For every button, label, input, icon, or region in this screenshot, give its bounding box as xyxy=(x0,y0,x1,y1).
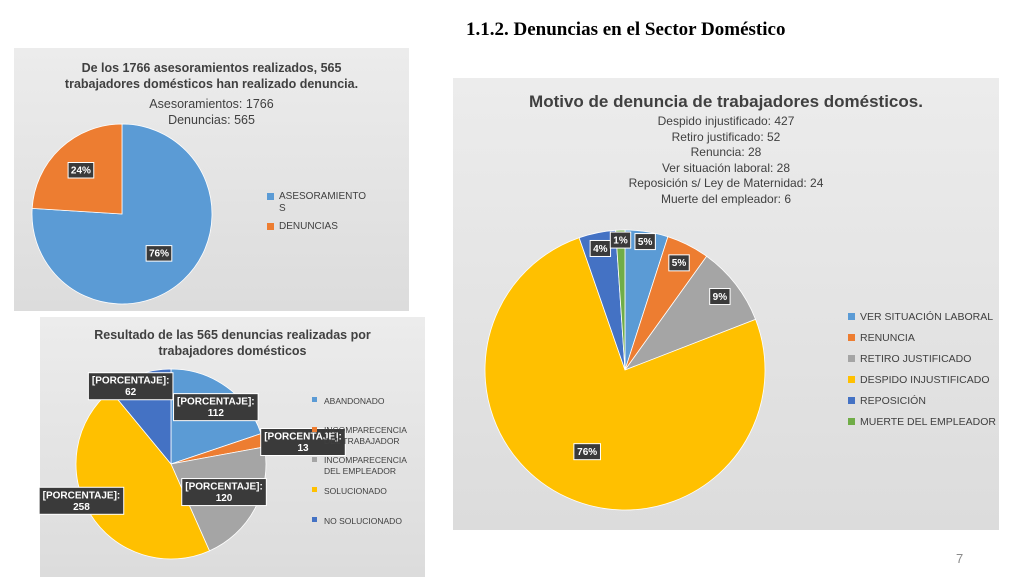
svg-text:24%: 24% xyxy=(71,165,91,176)
chart-3-legend: VER SITUACIÓN LABORAL RENUNCIA RETIRO JU… xyxy=(848,311,998,428)
chart-1-subtitle-1: Asesoramientos: 1766 xyxy=(149,97,274,111)
page-number: 7 xyxy=(956,551,964,566)
chart-2-data-label-4: [PORCENTAJE]:62 xyxy=(87,372,174,401)
legend-label: DESPIDO INJUSTIFICADO xyxy=(860,374,990,386)
legend-item-denuncias: DENUNCIAS xyxy=(267,221,372,233)
svg-text:120: 120 xyxy=(216,493,233,504)
svg-text:258: 258 xyxy=(73,502,90,513)
svg-text:76%: 76% xyxy=(577,447,597,458)
legend-item-ver-situacion-laboral: VER SITUACIÓN LABORAL xyxy=(848,311,998,332)
chart-3-data-label-3: 76% xyxy=(573,443,601,461)
legend-item-no-solucionado: NO SOLUCIONADO xyxy=(312,515,424,527)
legend-swatch xyxy=(848,355,855,362)
legend-swatch xyxy=(312,457,317,462)
chart-3-subtitle-line: Renuncia: 28 xyxy=(690,145,762,159)
legend-label: VER SITUACIÓN LABORAL xyxy=(860,311,994,323)
svg-text:[PORCENTAJE]:: [PORCENTAJE]: xyxy=(43,490,121,501)
svg-text:112: 112 xyxy=(208,408,225,419)
chart-2-data-label-1: [PORCENTAJE]:13 xyxy=(260,428,346,456)
chart-3-data-label-2: 9% xyxy=(709,288,731,306)
legend-swatch xyxy=(267,223,274,230)
legend-label: ASESORAMIENTOS xyxy=(279,191,367,214)
legend-label: RETIRO JUSTIFICADO xyxy=(860,353,972,365)
chart-3-subtitle-line: Ver situación laboral: 28 xyxy=(661,160,791,175)
chart-1-legend: ASESORAMIENTOS DENUNCIAS xyxy=(267,191,372,233)
legend-swatch xyxy=(848,376,855,383)
chart-2-legend: ABANDONADO INCOMPARECENCIA DEL TRABAJADO… xyxy=(312,395,424,527)
chart-1-title: De los 1766 asesoramientos realizados, 5… xyxy=(14,60,409,92)
chart-1-subtitle-2: Denuncias: 565 xyxy=(168,113,255,127)
chart-1-pie: 76% 24% xyxy=(31,123,213,305)
svg-text:9%: 9% xyxy=(713,292,728,303)
chart-2-data-label-3: [PORCENTAJE]:258 xyxy=(38,486,125,515)
legend-swatch xyxy=(312,397,317,402)
legend-item-reposicion: REPOSICIÓN xyxy=(848,395,998,416)
legend-swatch xyxy=(848,418,855,425)
svg-text:1%: 1% xyxy=(613,235,628,246)
chart-3-data-label-1: 5% xyxy=(668,254,690,272)
legend-label: INCOMPARECENCIA DEL EMPLEADOR xyxy=(324,455,407,476)
legend-swatch xyxy=(848,313,855,320)
chart-3-title-text: Motivo de denuncia de trabajadores domés… xyxy=(529,92,923,111)
svg-text:[PORCENTAJE]:: [PORCENTAJE]: xyxy=(185,482,263,493)
legend-item-despido-injustificado: DESPIDO INJUSTIFICADO xyxy=(848,374,998,395)
svg-text:62: 62 xyxy=(125,387,137,398)
svg-text:76%: 76% xyxy=(149,249,169,260)
svg-text:5%: 5% xyxy=(672,258,687,269)
chart-3-pie: 5% 5% 9% 76% 4% 1% xyxy=(484,229,766,511)
chart-3-data-label-4: 4% xyxy=(589,239,612,257)
legend-swatch xyxy=(267,193,274,200)
legend-item-incomparecencia-trabajador: INCOMPARECENCIA DEL TRABAJADOR xyxy=(312,425,424,455)
chart-2-data-label-2: [PORCENTAJE]:120 xyxy=(181,478,267,507)
chart-2-title-text: Resultado de las 565 denuncias realizada… xyxy=(94,328,371,358)
legend-item-abandonado: ABANDONADO xyxy=(312,395,424,425)
svg-text:[PORCENTAJE]:: [PORCENTAJE]: xyxy=(92,376,170,387)
chart-motivo-panel: Motivo de denuncia de trabajadores domés… xyxy=(453,78,999,530)
svg-text:[PORCENTAJE]:: [PORCENTAJE]: xyxy=(264,431,342,442)
chart-3-slice-2 xyxy=(623,255,757,371)
chart-resultado-panel: Resultado de las 565 denuncias realizada… xyxy=(38,317,425,577)
legend-item-renuncia: RENUNCIA xyxy=(848,332,998,353)
chart-3-subtitle-line: Despido injustificado: 427 xyxy=(657,114,795,128)
legend-swatch xyxy=(848,334,855,341)
legend-label: MUERTE DEL EMPLEADOR xyxy=(860,416,996,428)
legend-label: SOLUCIONADO xyxy=(324,486,387,496)
chart-1-title-text: De los 1766 asesoramientos realizados, 5… xyxy=(64,61,359,91)
slide-title: 1.1.2. Denuncias en el Sector Doméstico xyxy=(466,19,786,40)
legend-item-muerte-empleador: MUERTE DEL EMPLEADOR xyxy=(848,416,998,428)
chart-3-data-label-0: 5% xyxy=(634,233,656,251)
legend-swatch xyxy=(312,487,317,492)
legend-swatch xyxy=(312,517,317,522)
chart-3-subtitle-line: Retiro justificado: 52 xyxy=(671,129,781,144)
chart-asesoramientos-panel: De los 1766 asesoramientos realizados, 5… xyxy=(14,48,409,311)
legend-item-solucionado: SOLUCIONADO xyxy=(312,485,424,515)
chart-1-data-label-0: 76% xyxy=(145,245,173,262)
chart-3-slice-3 xyxy=(484,237,766,511)
chart-3-subtitle-line: Reposición s/ Ley de Maternidad: 24 xyxy=(628,176,824,190)
legend-item-asesoramientos: ASESORAMIENTOS xyxy=(267,191,372,215)
legend-label: ABANDONADO xyxy=(324,396,385,406)
chart-3-title: Motivo de denuncia de trabajadores domés… xyxy=(453,92,999,112)
svg-text:13: 13 xyxy=(297,443,309,454)
chart-3-subtitle-line: Muerte del empleador: 6 xyxy=(660,191,792,206)
svg-text:[PORCENTAJE]:: [PORCENTAJE]: xyxy=(177,397,255,408)
legend-swatch xyxy=(312,427,317,432)
chart-2-pie: [PORCENTAJE]:112[PORCENTAJE]:13[PORCENTA… xyxy=(38,368,346,560)
legend-label: RENUNCIA xyxy=(860,332,915,344)
chart-2-data-label-0: [PORCENTAJE]:112 xyxy=(173,393,259,422)
legend-item-retiro-justificado: RETIRO JUSTIFICADO xyxy=(848,353,998,374)
svg-text:4%: 4% xyxy=(593,244,608,255)
svg-text:5%: 5% xyxy=(638,237,653,248)
chart-3-data-label-5: 1% xyxy=(609,231,632,249)
legend-label: NO SOLUCIONADO xyxy=(324,516,402,526)
legend-swatch xyxy=(848,397,855,404)
legend-label: INCOMPARECENCIA DEL TRABAJADOR xyxy=(324,425,407,446)
chart-2-title: Resultado de las 565 denuncias realizada… xyxy=(40,327,425,359)
legend-item-incomparecencia-empleador: INCOMPARECENCIA DEL EMPLEADOR xyxy=(312,455,424,485)
legend-label: DENUNCIAS xyxy=(279,221,338,232)
chart-3-subtitle: Despido injustificado: 427 Retiro justif… xyxy=(453,114,999,207)
legend-label: REPOSICIÓN xyxy=(860,395,926,407)
chart-3-slice-5 xyxy=(615,229,626,371)
chart-1-data-label-1: 24% xyxy=(67,162,95,179)
